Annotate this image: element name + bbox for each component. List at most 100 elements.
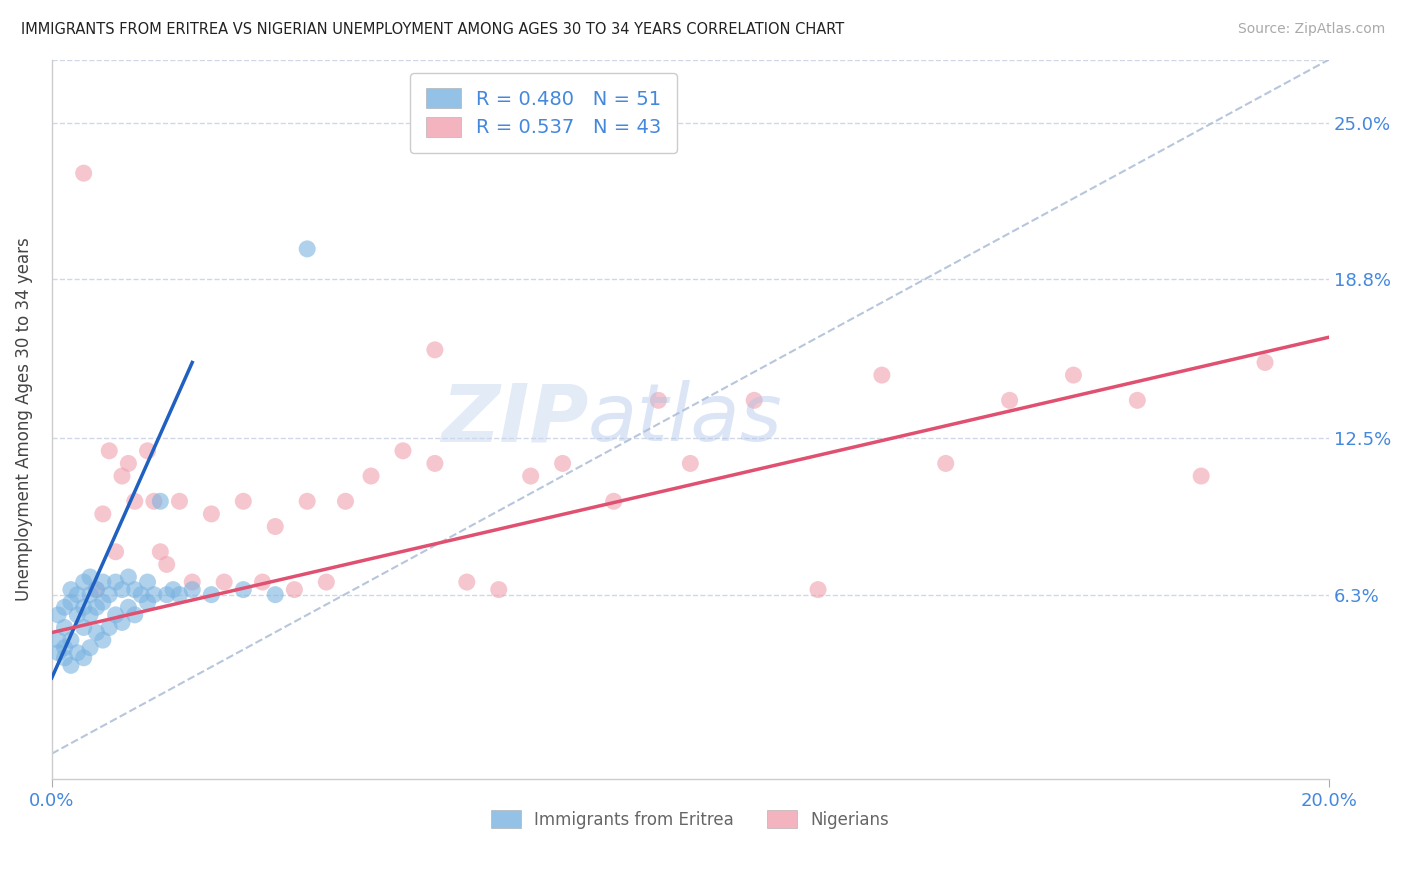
Point [488,582,510,597]
Point [169,494,191,508]
Legend: Immigrants from Eritrea, Nigerians: Immigrants from Eritrea, Nigerians [485,804,896,835]
Point [104,607,127,622]
Point [73,166,96,180]
Point [647,393,669,408]
Point [156,558,179,572]
Point [73,650,96,665]
Point [86,600,108,615]
Point [86,582,108,597]
Point [136,443,159,458]
Point [679,457,702,471]
Text: atlas: atlas [588,380,783,458]
Point [998,393,1021,408]
Point [86,625,108,640]
Point [295,494,318,508]
Point [73,600,96,615]
Point [117,457,139,471]
Point [335,494,357,508]
Point [91,507,114,521]
Point [73,575,96,590]
Point [212,575,235,590]
Point [98,588,121,602]
Point [98,620,121,634]
Point [392,443,415,458]
Point [252,575,274,590]
Point [519,469,541,483]
Point [935,457,957,471]
Point [91,633,114,648]
Point [46,607,69,622]
Point [91,595,114,609]
Point [136,595,159,609]
Point [181,575,204,590]
Point [423,457,446,471]
Point [79,607,101,622]
Point [59,633,82,648]
Point [53,640,76,655]
Point [283,582,305,597]
Point [1189,469,1212,483]
Point [142,588,165,602]
Point [142,494,165,508]
Point [136,575,159,590]
Point [117,570,139,584]
Point [53,650,76,665]
Point [742,393,765,408]
Point [200,507,222,521]
Point [264,519,287,533]
Point [59,658,82,673]
Point [264,588,287,602]
Point [79,640,101,655]
Point [129,588,152,602]
Y-axis label: Unemployment Among Ages 30 to 34 years: Unemployment Among Ages 30 to 34 years [15,237,32,601]
Point [295,242,318,256]
Point [232,582,254,597]
Point [91,575,114,590]
Point [111,582,134,597]
Point [602,494,624,508]
Point [360,469,382,483]
Point [149,545,172,559]
Point [124,607,146,622]
Point [315,575,337,590]
Point [79,570,101,584]
Point [117,600,139,615]
Point [807,582,830,597]
Point [86,582,108,597]
Point [156,588,179,602]
Point [66,646,89,660]
Point [870,368,893,383]
Point [111,615,134,630]
Text: Source: ZipAtlas.com: Source: ZipAtlas.com [1237,22,1385,37]
Point [423,343,446,357]
Point [124,582,146,597]
Point [66,588,89,602]
Point [1254,355,1277,369]
Point [73,620,96,634]
Point [149,494,172,508]
Text: IMMIGRANTS FROM ERITREA VS NIGERIAN UNEMPLOYMENT AMONG AGES 30 TO 34 YEARS CORRE: IMMIGRANTS FROM ERITREA VS NIGERIAN UNEM… [21,22,845,37]
Point [98,443,121,458]
Point [1126,393,1149,408]
Point [59,595,82,609]
Point [53,620,76,634]
Point [551,457,574,471]
Point [200,588,222,602]
Point [46,646,69,660]
Point [232,494,254,508]
Point [111,469,134,483]
Point [59,582,82,597]
Point [46,633,69,648]
Point [79,588,101,602]
Text: ZIP: ZIP [440,380,588,458]
Point [124,494,146,508]
Point [181,582,204,597]
Point [169,588,191,602]
Point [104,575,127,590]
Point [104,545,127,559]
Point [456,575,478,590]
Point [53,600,76,615]
Point [1062,368,1084,383]
Point [162,582,184,597]
Point [66,607,89,622]
